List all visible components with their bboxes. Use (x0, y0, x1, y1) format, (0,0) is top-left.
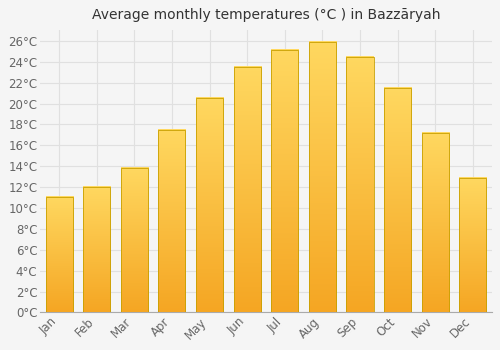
Bar (46, 196, 72, 313)
Bar (271, 50, 298, 313)
Bar (346, 57, 374, 313)
Bar (309, 42, 336, 313)
Title: Average monthly temperatures (°C ) in Bazzāryah: Average monthly temperatures (°C ) in Ba… (92, 8, 440, 22)
Bar (234, 67, 260, 313)
Bar (460, 178, 486, 313)
Bar (158, 130, 186, 313)
Bar (196, 98, 223, 313)
Bar (422, 133, 449, 313)
Bar (120, 168, 148, 313)
Bar (384, 88, 411, 313)
Bar (83, 187, 110, 313)
